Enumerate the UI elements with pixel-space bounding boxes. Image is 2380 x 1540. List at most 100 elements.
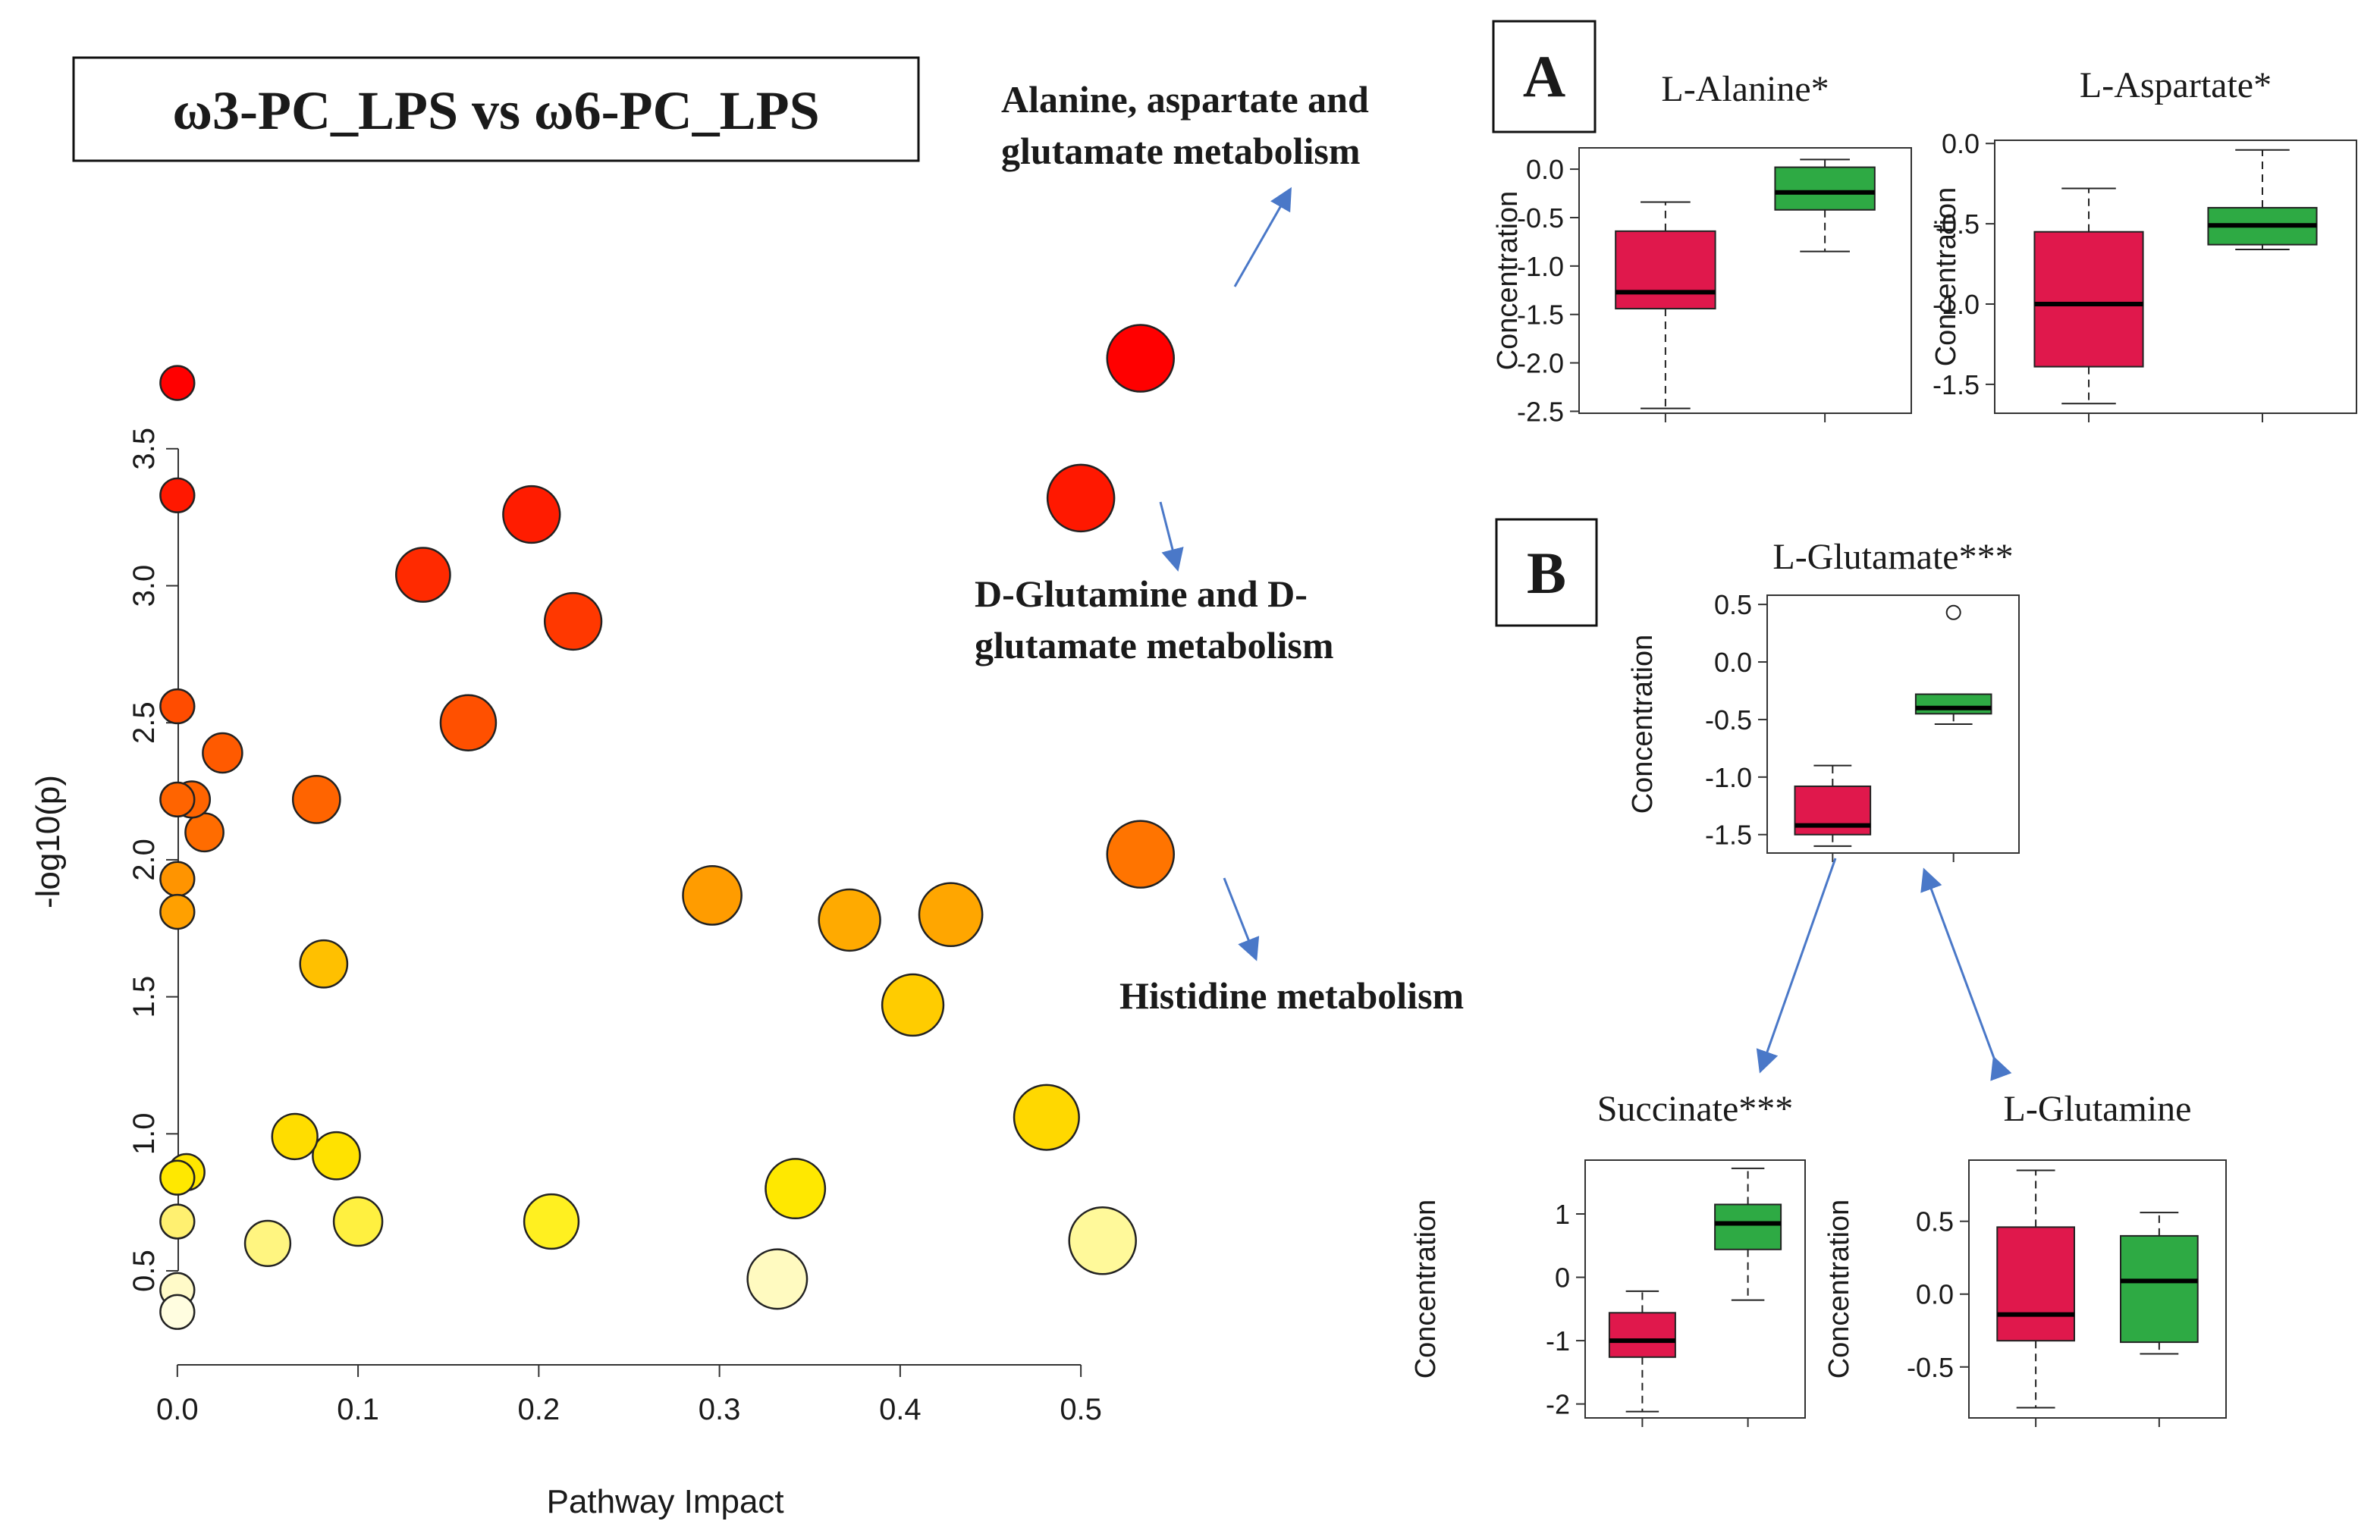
pathway-point[interactable] — [299, 939, 349, 989]
boxplot-y-tick-label: -1.0 — [1705, 762, 1752, 793]
boxplot-y-tick-label: 1 — [1555, 1199, 1570, 1230]
pathway-point[interactable] — [543, 591, 603, 651]
annotation-glutamine-line-1: D-Glutamine and D- — [975, 572, 1308, 615]
pathway-point[interactable] — [439, 694, 498, 751]
annotation-alanine-line-1: Alanine, aspartate and — [1001, 78, 1369, 121]
boxplot-y-label: Concentration — [1410, 1200, 1442, 1379]
boxplot-y-tick-label: -1.5 — [1517, 300, 1564, 331]
pathway-point[interactable] — [818, 888, 881, 952]
pathway-point[interactable] — [159, 365, 196, 401]
boxplot-frame — [1766, 594, 2020, 854]
annotation-histidine-line-1: Histidine metabolism — [1119, 974, 1464, 1017]
pathway-point[interactable] — [682, 865, 743, 926]
scatter-y-tick-label: 2.0 — [127, 839, 161, 881]
scatter-x-tick-label: 0.0 — [156, 1393, 199, 1426]
scatter-x-tick-label: 0.5 — [1060, 1393, 1102, 1426]
figure-title: ω3-PC_LPS vs ω6-PC_LPS — [172, 80, 819, 141]
pathway-point[interactable] — [312, 1131, 361, 1181]
pathway-point[interactable] — [159, 1294, 196, 1330]
boxplot-y-tick-label: 0.0 — [1916, 1279, 1954, 1310]
annotation-alanine-arrow — [1233, 187, 1292, 287]
annotation-alanine-line-2: glutamate metabolism — [1001, 130, 1361, 172]
scatter-y-axis-label: -log10(p) — [30, 775, 67, 908]
boxplot-y-label: Concentration — [1492, 191, 1524, 371]
boxplot-y-tick-label: 0.0 — [1942, 128, 1980, 159]
pathway-point[interactable] — [184, 812, 224, 853]
annotation-histidine-arrow — [1223, 877, 1260, 961]
boxplot-y-tick-label: 0.5 — [1714, 589, 1752, 620]
boxplot-y-tick-label: -0.5 — [1705, 704, 1752, 735]
scatter-x-tick-label: 0.3 — [699, 1393, 741, 1426]
pathway-point[interactable] — [159, 781, 196, 818]
boxplot-title: L-Alanine* — [1661, 69, 1829, 109]
boxplot-y-tick-label: -0.5 — [1907, 1352, 1954, 1383]
scatter-y-axis: 0.5 1.0 1.5 2.0 2.5 3.0 3.5 — [127, 428, 179, 1292]
annotation-glutamine-arrow — [1159, 501, 1184, 572]
pathway-point[interactable] — [1106, 324, 1176, 393]
annotation-glutamine-line-2: glutamate metabolism — [975, 624, 1334, 666]
scatter-y-tick-label: 3.0 — [127, 565, 161, 607]
pathway-point[interactable] — [765, 1158, 827, 1220]
boxplot-box[interactable] — [2033, 231, 2144, 368]
pathway-point[interactable] — [523, 1193, 580, 1250]
boxplot-box[interactable] — [1774, 166, 1876, 211]
pathway-annotations: Alanine, aspartate and glutamate metabol… — [975, 78, 1464, 1017]
panel-label-a-box — [1492, 20, 1597, 133]
boxplot-y-tick-label: -1.5 — [1705, 820, 1752, 851]
boxplot-box[interactable] — [2120, 1234, 2199, 1344]
pathway-point[interactable] — [159, 1159, 196, 1196]
boxplot-y-tick-label: -1 — [1546, 1325, 1570, 1357]
pathway-point[interactable] — [1013, 1084, 1080, 1151]
connector-arrow-glutamine — [1920, 867, 2012, 1081]
boxplot-title: Succinate*** — [1597, 1089, 1794, 1129]
scatter-x-tick-label: 0.2 — [518, 1393, 560, 1426]
boxplot-y-tick-label: 0.0 — [1714, 647, 1752, 678]
boxplot-y-tick-label: 0.5 — [1916, 1206, 1954, 1237]
pathway-impact-scatter-chart: 0.5 1.0 1.5 2.0 2.5 3.0 3.5 0.0 0.1 0.2 0.3 0.4 0.5… — [30, 324, 1176, 1520]
pathway-point[interactable] — [332, 1196, 384, 1247]
boxplot-frame — [1584, 1159, 1806, 1419]
boxplot-l-aspartate: L-Aspartate* Concentration 0.0 -0.5 -1.0 -1.5 — [1930, 65, 2357, 422]
boxplot-succinate: Succinate*** Concentration 1 0 -1 -2 — [1410, 1089, 1806, 1427]
pathway-point[interactable] — [159, 1203, 196, 1240]
scatter-x-tick-label: 0.4 — [879, 1393, 922, 1426]
pathway-point[interactable] — [159, 688, 196, 725]
title-box — [72, 56, 920, 162]
pathway-point[interactable] — [202, 732, 243, 774]
boxplot-title: L-Aspartate* — [2080, 65, 2272, 105]
pathway-point[interactable] — [159, 893, 196, 930]
boxplot-box[interactable] — [1608, 1312, 1676, 1358]
pathway-point[interactable] — [271, 1112, 319, 1161]
boxplot-y-tick-label: -0.5 — [1933, 209, 1980, 240]
boxplot-frame — [1578, 147, 1912, 414]
boxplot-y-tick-label: 0 — [1555, 1262, 1570, 1294]
pathway-point[interactable] — [243, 1219, 292, 1268]
pathway-point[interactable] — [1106, 820, 1176, 889]
boxplot-y-tick-label: -2.5 — [1517, 396, 1564, 427]
pathway-point[interactable] — [395, 547, 451, 603]
pathway-point[interactable] — [502, 485, 561, 544]
boxplot-title: L-Glutamate*** — [1772, 537, 2013, 577]
scatter-y-tick-label: 1.0 — [127, 1113, 161, 1156]
pathway-point[interactable] — [291, 775, 341, 824]
pathway-point[interactable] — [1068, 1206, 1137, 1275]
scatter-x-tick-label: 0.1 — [337, 1393, 379, 1426]
boxplot-box[interactable] — [1714, 1203, 1782, 1250]
pathway-point[interactable] — [159, 861, 196, 897]
pathway-point[interactable] — [1046, 463, 1116, 533]
pathway-point[interactable] — [881, 973, 945, 1037]
boxplot-y-label: Concentration — [1930, 187, 1962, 367]
boxplot-y-tick-label: -2.0 — [1517, 348, 1564, 379]
boxplot-title: L-Glutamine — [2004, 1089, 2192, 1129]
pathway-point[interactable] — [746, 1248, 809, 1310]
pathway-point[interactable] — [918, 882, 984, 948]
boxplot-y-tick-label: 0.0 — [1526, 154, 1564, 185]
boxplot-box[interactable] — [1996, 1226, 2075, 1342]
pathway-point[interactable] — [159, 477, 196, 513]
scatter-y-tick-label: 1.5 — [127, 976, 161, 1018]
boxplot-box[interactable] — [1615, 230, 1716, 310]
boxplot-box[interactable] — [1914, 693, 1992, 715]
boxplot-l-glutamate: L-Glutamate*** Concentration 0.5 0.0 -0.5 -1.… — [1627, 537, 2020, 862]
